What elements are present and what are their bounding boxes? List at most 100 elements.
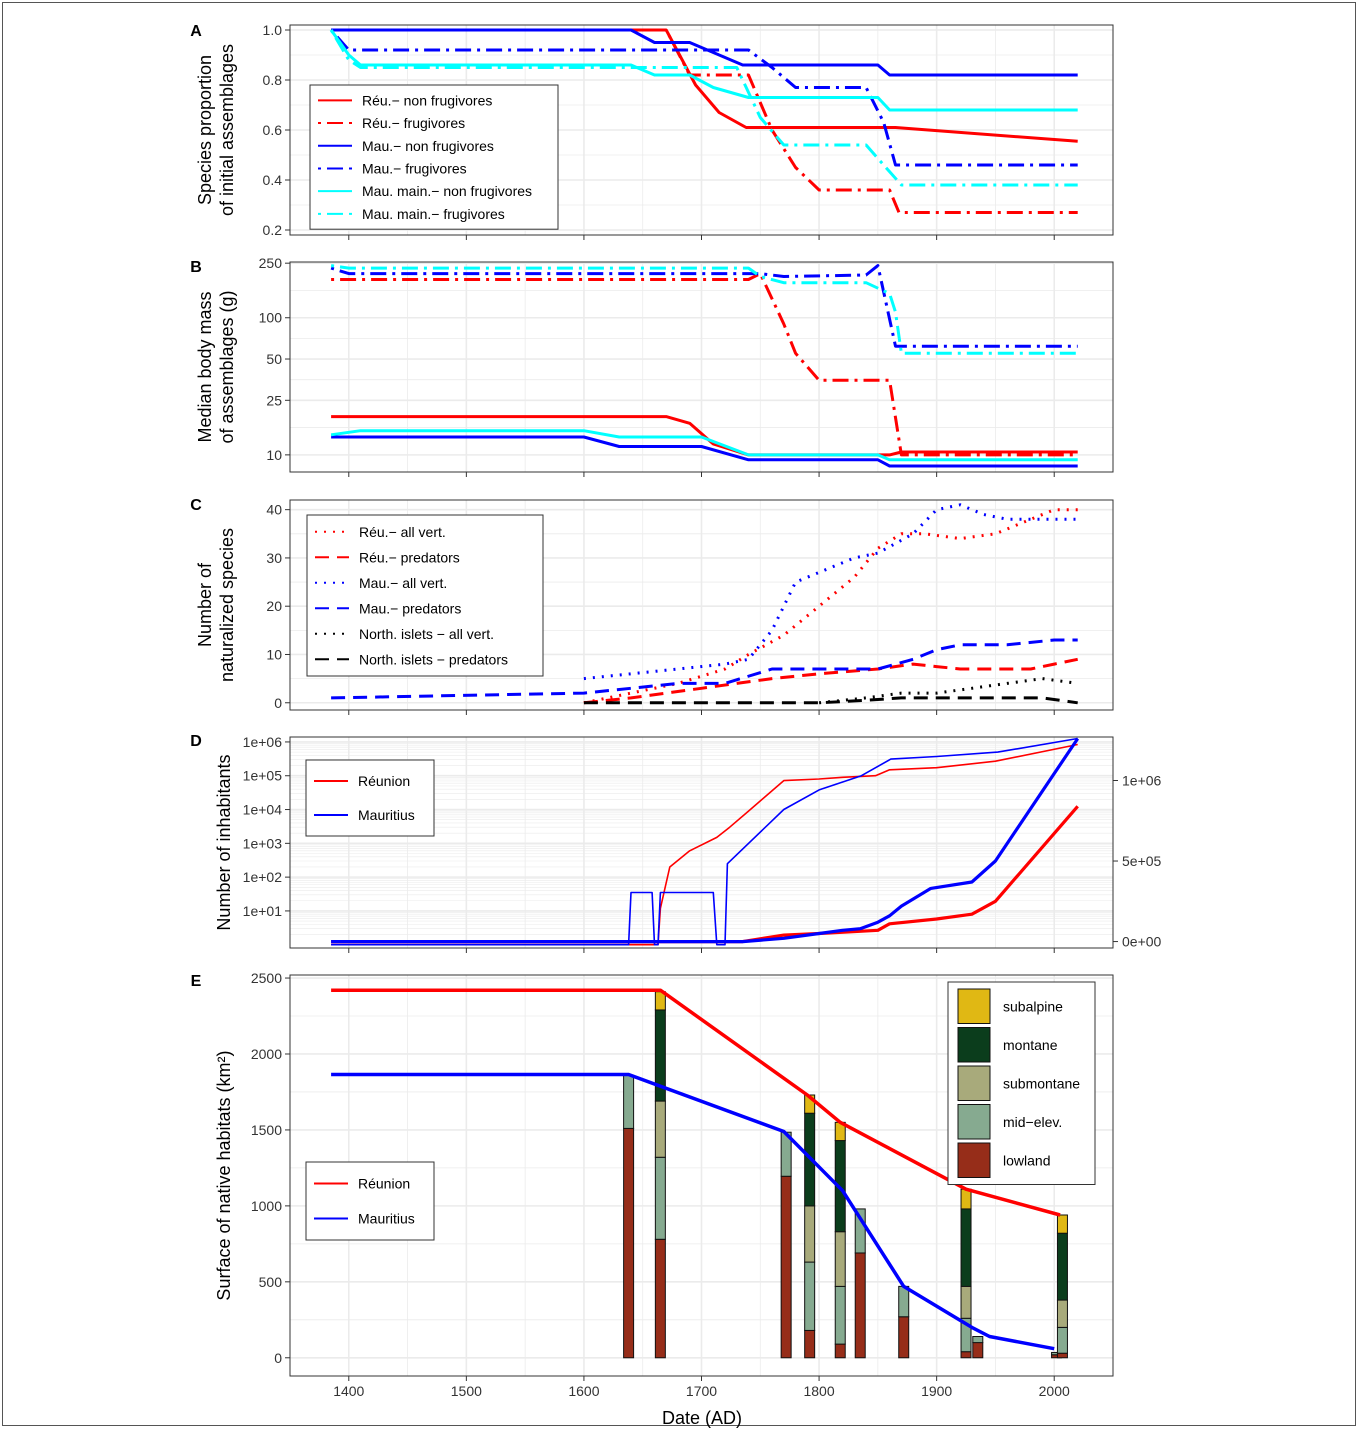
panel-d-inhabitants: 1e+01 1e+02 1e+03 1e+04 1e+05 1e+06 0e+00 5e+05… bbox=[190, 733, 1162, 953]
panel-c-legend-label: Mau.− all vert. bbox=[359, 575, 447, 591]
panel-e-bar-segment bbox=[780, 1175, 792, 1359]
panel-b-body-mass: 10 25 50 100 250 Median body mass of assemblag… bbox=[190, 255, 1114, 477]
panel-e-bar-segment bbox=[1056, 1326, 1068, 1354]
panel-e-bar-segment bbox=[654, 1100, 666, 1158]
panel-a-y-axis-label: of initial assemblages bbox=[217, 44, 237, 216]
panel-a-legend-label: Mau.− non frugivores bbox=[362, 138, 494, 154]
panel-c-y-tick-label: 40 bbox=[266, 502, 282, 518]
panel-e-bar-segment bbox=[1056, 1352, 1068, 1359]
panel-e-habitat-legend-swatch bbox=[957, 988, 991, 1024]
panel-e-x-tick-label: 2000 bbox=[1039, 1383, 1070, 1399]
panel-d-right-tick-label: 0e+00 bbox=[1122, 934, 1162, 950]
panel-a-y-tick-label: 1.0 bbox=[263, 22, 283, 38]
panel-c-legend-box bbox=[306, 514, 544, 677]
panel-c-legend-label: Réu.− all vert. bbox=[359, 524, 446, 540]
panel-e-series-line bbox=[331, 988, 1061, 1217]
panel-c-legend-label: Réu.− predators bbox=[359, 549, 460, 565]
panel-b-series-line bbox=[331, 435, 1078, 468]
panel-d-legend-box bbox=[305, 759, 435, 837]
panel-e-bar-segment bbox=[804, 1329, 816, 1359]
panel-e-x-tick-label: 1900 bbox=[921, 1383, 952, 1399]
panel-e-y-tick-label: 0 bbox=[274, 1350, 282, 1366]
panel-a-series-line bbox=[329, 29, 1078, 112]
panel-d-right-tick-label: 1e+06 bbox=[1122, 772, 1162, 788]
panel-c-legend-label: North. islets − predators bbox=[359, 651, 508, 667]
panel-d-right-tick-label: 5e+05 bbox=[1122, 853, 1162, 869]
panel-a-series-line bbox=[331, 28, 1078, 77]
panel-c-y-tick-label: 30 bbox=[266, 550, 282, 566]
panel-e-bar-segment bbox=[854, 1208, 866, 1254]
panel-e-x-tick-label: 1400 bbox=[333, 1383, 364, 1399]
panel-e-habitat-legend-swatch bbox=[957, 1065, 991, 1101]
panel-e-x-tick-label: 1800 bbox=[803, 1383, 834, 1399]
panel-a-legend-label: Mau. main.− frugivores bbox=[362, 206, 505, 222]
panel-a-y-axis-label: Species proportion bbox=[195, 55, 215, 205]
panel-e-bar-segment bbox=[972, 1336, 984, 1344]
panel-e-native-habitats: 0 500 1000 1500 2000 2500 1400 1500 1600 1700 1800… bbox=[191, 970, 1114, 1399]
panel-b-y-tick-label: 250 bbox=[259, 255, 283, 271]
panel-e-bar-segment bbox=[898, 1316, 910, 1359]
panel-b-series-line bbox=[330, 429, 1078, 462]
panel-e-legend-label: Réunion bbox=[358, 1176, 410, 1192]
panel-c-y-axis-label: naturalized species bbox=[217, 528, 237, 682]
panel-b-border bbox=[289, 261, 1114, 473]
panel-d-y-tick-label: 1e+03 bbox=[243, 835, 283, 851]
panel-e-habitat-legend-label: subalpine bbox=[1003, 998, 1063, 1014]
panel-a-series-line bbox=[329, 29, 1078, 187]
panel-d-border bbox=[289, 736, 1114, 949]
panel-e-bar-segment bbox=[654, 1238, 666, 1359]
panel-e-bar-segment bbox=[898, 1285, 910, 1318]
panel-a-series-line bbox=[331, 28, 1078, 143]
panel-a-panel-letter: A bbox=[190, 23, 202, 40]
panel-e-x-tick-label: 1700 bbox=[686, 1383, 717, 1399]
panel-d-y-axis-label: Number of inhabitants bbox=[214, 754, 234, 930]
panel-e-x-tick-label: 1500 bbox=[451, 1383, 482, 1399]
panel-c-y-tick-label: 20 bbox=[266, 598, 282, 614]
panel-b-series-line bbox=[331, 272, 1078, 457]
panel-e-habitat-legend-label: lowland bbox=[1003, 1152, 1050, 1168]
panel-e-habitat-legend-swatch bbox=[957, 1142, 991, 1178]
panel-a-species-proportion: 0.2 0.4 0.6 0.8 1.0 Réu.− non frugivores Réu.−… bbox=[190, 22, 1114, 240]
panel-a-y-tick-label: 0.8 bbox=[263, 72, 283, 88]
panel-e-habitat-legend-swatch bbox=[957, 1027, 991, 1063]
panel-c-legend-label: Mau.− predators bbox=[359, 600, 461, 616]
panel-d-series-line-linear bbox=[331, 737, 1080, 944]
panel-e-bar-segment bbox=[834, 1285, 846, 1345]
panel-e-y-tick-label: 500 bbox=[259, 1274, 283, 1290]
panel-a-legend-label: Réu.− non frugivores bbox=[362, 92, 492, 108]
panel-d-legend-label: Mauritius bbox=[358, 807, 415, 823]
panel-e-bar-segment bbox=[804, 1205, 816, 1263]
panel-d-y-tick-label: 1e+02 bbox=[243, 869, 283, 885]
panel-c-y-axis-label: Number of bbox=[195, 562, 215, 647]
panel-e-bar-segment bbox=[960, 1351, 972, 1359]
panel-e-legend-box bbox=[305, 1161, 435, 1241]
panel-a-y-tick-label: 0.2 bbox=[263, 222, 283, 238]
panel-a-border bbox=[289, 24, 1114, 236]
panel-c-series-line bbox=[583, 657, 1079, 705]
panel-e-habitat-legend-label: montane bbox=[1003, 1037, 1058, 1053]
panel-e-y-tick-label: 2000 bbox=[251, 1046, 282, 1062]
panel-e-bar-segment bbox=[960, 1208, 972, 1287]
panel-a-y-tick-label: 0.6 bbox=[263, 122, 283, 138]
panel-e-y-tick-label: 1500 bbox=[251, 1122, 282, 1138]
panel-b-y-axis-label: of assemblages (g) bbox=[217, 290, 237, 443]
panel-e-bar-segment bbox=[804, 1261, 816, 1331]
panel-e-legend-label: Mauritius bbox=[358, 1211, 415, 1227]
panel-d-y-tick-label: 1e+05 bbox=[243, 768, 283, 784]
panel-e-series-line bbox=[331, 1072, 1055, 1351]
panel-e-bar-segment bbox=[623, 1127, 635, 1359]
x-axis-title: Date (AD) bbox=[662, 1408, 742, 1428]
panel-c-series-line bbox=[583, 696, 1078, 705]
panel-e-habitat-legend-label: mid−elev. bbox=[1003, 1114, 1062, 1130]
panel-b-y-tick-label: 100 bbox=[259, 310, 283, 326]
panel-e-bar-segment bbox=[654, 1156, 666, 1240]
panel-d-y-tick-label: 1e+06 bbox=[243, 734, 283, 750]
panel-b-y-axis-label: Median body mass bbox=[195, 291, 215, 442]
panel-a-y-tick-label: 0.4 bbox=[263, 172, 283, 188]
panel-e-bar-segment bbox=[1056, 1214, 1068, 1234]
panel-e-y-tick-label: 2500 bbox=[251, 970, 282, 986]
panel-b-series-line bbox=[330, 264, 1078, 355]
panel-e-bar-segment bbox=[972, 1342, 984, 1359]
panel-e-habitat-legend-swatch bbox=[957, 1104, 991, 1140]
